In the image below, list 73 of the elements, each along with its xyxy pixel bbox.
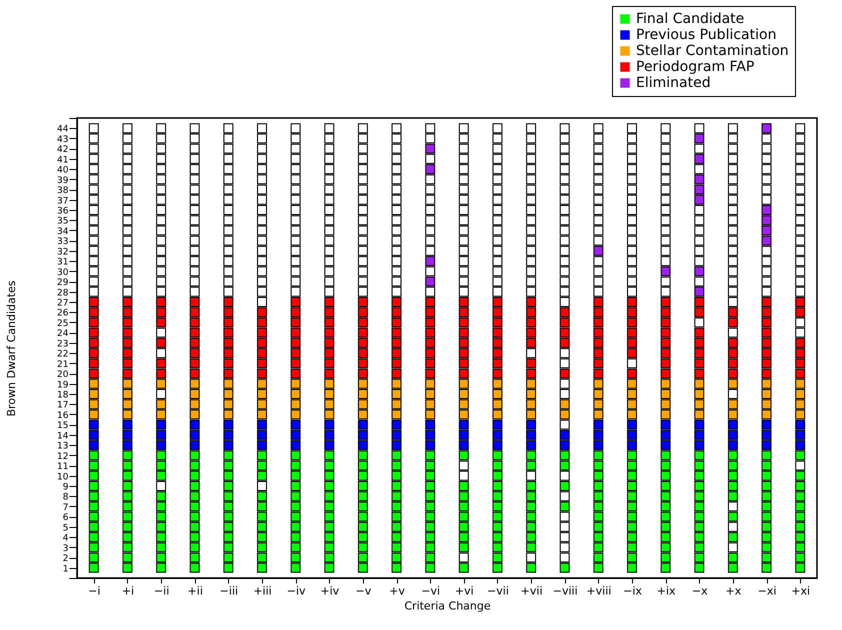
- x-tick-label: +viii: [586, 584, 612, 598]
- x-tick-label: −vii: [487, 584, 509, 598]
- x-tick-label: +vii: [520, 584, 543, 598]
- y-tick-label: 1: [62, 564, 68, 574]
- y-tick-label: 26: [57, 308, 69, 319]
- x-tick-label: −i: [88, 584, 100, 598]
- x-tick-label: +ix: [656, 584, 676, 598]
- y-tick-label: 8: [62, 492, 69, 503]
- x-tick-label: −viii: [552, 584, 578, 598]
- y-tick-label: 37: [57, 196, 68, 206]
- y-tick-label: 20: [57, 370, 69, 380]
- y-tick-label: 23: [57, 339, 68, 350]
- x-tick-label: −ix: [623, 584, 642, 598]
- x-tick-label: +xi: [791, 584, 810, 598]
- y-tick-label: 16: [57, 410, 69, 421]
- x-tick-label: −iii: [220, 584, 238, 598]
- y-tick-label: 14: [57, 431, 69, 442]
- y-tick-label: 30: [57, 268, 69, 278]
- y-tick-label: 5: [62, 523, 68, 534]
- y-tick-label: 12: [57, 452, 68, 462]
- y-tick-label: 22: [57, 350, 68, 360]
- y-tick-label: 24: [57, 329, 69, 340]
- y-tick-label: 31: [57, 258, 68, 268]
- y-axis-title: Brown Dwarf Candidates: [5, 280, 18, 417]
- y-tick-label: 43: [57, 134, 68, 145]
- y-tick-label: 38: [57, 186, 69, 196]
- x-tick-label: +vi: [454, 584, 474, 598]
- y-tick-label: 13: [57, 442, 68, 452]
- y-tick-label: 42: [57, 145, 68, 156]
- y-tick-label: 39: [57, 176, 69, 186]
- y-tick-label: 28: [57, 288, 69, 298]
- x-tick-label: +v: [389, 584, 406, 598]
- y-tick-label: 2: [62, 554, 68, 564]
- x-tick-label: +i: [122, 584, 134, 598]
- y-tick-label: 18: [57, 390, 69, 400]
- x-tick-label: +ii: [188, 584, 203, 598]
- y-tick-label: 9: [62, 482, 69, 492]
- legend-label: Stellar Contamination: [636, 43, 789, 59]
- y-tick-label: 34: [57, 226, 69, 237]
- y-tick-label: 29: [57, 278, 69, 288]
- x-tick-label: +iii: [253, 584, 272, 598]
- x-tick-label: +iv: [320, 584, 340, 598]
- y-tick-label: 27: [57, 298, 68, 308]
- y-tick-label: 19: [57, 380, 69, 390]
- y-tick-label: 11: [57, 462, 68, 472]
- y-tick-label: 36: [57, 206, 69, 216]
- y-tick-label: 4: [62, 534, 69, 544]
- legend-label: Periodogram FAP: [636, 59, 754, 75]
- y-tick-label: 21: [57, 360, 68, 370]
- y-tick-label: 3: [62, 544, 68, 554]
- x-tick-label: +x: [726, 584, 742, 598]
- x-tick-label: −ii: [154, 584, 170, 598]
- x-axis-title: Criteria Change: [404, 600, 491, 612]
- legend-label: Eliminated: [636, 75, 711, 91]
- y-tick-label: 40: [57, 166, 69, 176]
- x-tick-label: −v: [356, 584, 372, 598]
- y-tick-label: 6: [62, 513, 69, 524]
- y-tick-label: 25: [57, 318, 68, 329]
- legend-label: Previous Publication: [636, 27, 776, 43]
- y-tick-label: 41: [57, 155, 68, 166]
- y-tick-label: 10: [57, 472, 69, 482]
- y-tick-label: 33: [57, 237, 68, 248]
- y-tick-label: 44: [57, 124, 69, 135]
- y-tick-label: 32: [57, 247, 68, 258]
- y-tick-label: 35: [57, 216, 68, 227]
- x-tick-label: −xi: [758, 584, 776, 598]
- y-tick-label: 17: [57, 400, 68, 411]
- x-tick-label: −vi: [421, 584, 440, 598]
- y-tick-label: 7: [62, 502, 68, 513]
- y-tick-label: 15: [57, 421, 68, 432]
- x-tick-label: −x: [692, 584, 708, 598]
- legend-label: Final Candidate: [636, 11, 744, 27]
- x-tick-label: −iv: [286, 584, 306, 598]
